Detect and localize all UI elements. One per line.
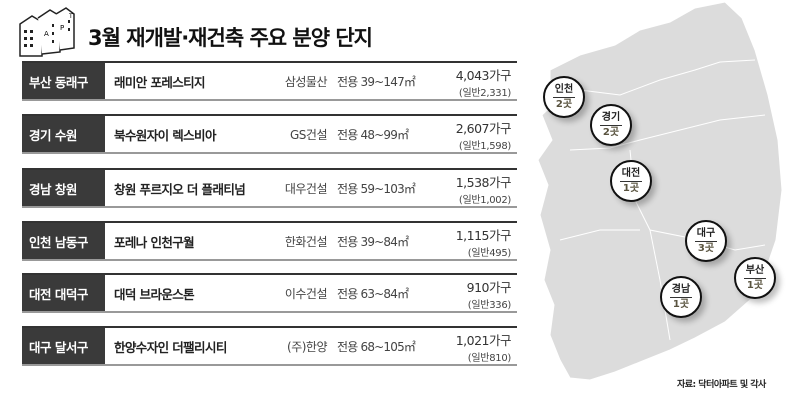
builder: 삼성물산: [284, 74, 328, 89]
table-row: 경기 수원 북수원자이 렉스비아 GS건설 전용 48~99㎡ 2,607가구 …: [22, 114, 517, 154]
area: 전용 59~103㎡: [337, 181, 416, 196]
pin-count: 2곳: [602, 127, 620, 138]
table-row: 인천 남동구 포레나 인천구월 한화건설 전용 39~84㎡ 1,115가구 (…: [22, 221, 517, 261]
pin-city: 인천: [553, 85, 575, 98]
units: 1,021가구: [455, 333, 512, 348]
builder: GS건설: [290, 127, 328, 142]
builder: 이수건설: [284, 286, 328, 301]
map-pin-daejeon: 대전 1곳: [610, 160, 652, 202]
map-pin-daegu: 대구 3곳: [685, 220, 727, 262]
pin-city: 부산: [744, 266, 766, 279]
map-pin-gyeongnam: 경남 1곳: [660, 276, 702, 318]
map-pin-busan: 부산 1곳: [734, 257, 776, 299]
pin-count: 2곳: [555, 99, 573, 110]
general-units: (일반495): [467, 248, 512, 259]
builder: 대우건설: [284, 181, 328, 196]
pin-city: 대전: [620, 169, 642, 182]
general-units: (일반810): [467, 353, 512, 364]
complex-name: 창원 푸르지오 더 플래티넘: [114, 181, 246, 197]
builder: 한화건설: [284, 234, 328, 249]
area: 전용 39~84㎡: [337, 234, 409, 249]
general-units: (일반1,002): [458, 195, 511, 206]
map-pin-incheon: 인천 2곳: [543, 76, 585, 118]
units: 1,115가구: [455, 228, 512, 243]
complex-name: 북수원자이 렉스비아: [114, 127, 216, 143]
units: 910가구: [466, 280, 512, 295]
region-label: 경남 창원: [22, 170, 105, 206]
units: 1,538가구: [455, 175, 512, 190]
general-units: (일반336): [467, 300, 512, 311]
table-row: 대전 대덕구 대덕 브라운스톤 이수건설 전용 63~84㎡ 910가구 (일반…: [22, 273, 517, 313]
pin-city: 경남: [670, 285, 692, 298]
general-units: (일반2,331): [458, 88, 511, 99]
pin-count: 3곳: [697, 243, 715, 254]
source-note: 자료: 닥터아파트 및 각사: [677, 380, 766, 390]
complex-name: 대덕 브라운스톤: [114, 286, 195, 302]
area: 전용 48~99㎡: [337, 127, 409, 142]
region-label: 부산 동래구: [22, 63, 105, 99]
general-units: (일반1,598): [458, 141, 511, 152]
pin-city: 경기: [600, 113, 622, 126]
region-label: 인천 남동구: [22, 223, 105, 259]
units: 2,607가구: [455, 121, 512, 136]
area: 전용 39~147㎡: [337, 74, 416, 89]
table-row: 경남 창원 창원 푸르지오 더 플래티넘 대우건설 전용 59~103㎡ 1,5…: [22, 168, 517, 208]
builder: (주)한양: [287, 339, 327, 354]
logo-letter: P: [60, 24, 64, 32]
table-row: 대구 달서구 한양수자인 더팰리시티 (주)한양 전용 68~105㎡ 1,02…: [22, 326, 517, 366]
region-label: 경기 수원: [22, 116, 105, 152]
pin-count: 1곳: [746, 280, 764, 291]
pin-count: 1곳: [672, 299, 690, 310]
region-label: 대구 달서구: [22, 328, 105, 364]
area: 전용 63~84㎡: [337, 286, 409, 301]
area: 전용 68~105㎡: [337, 339, 416, 354]
logo-letter: A: [44, 30, 49, 38]
pin-count: 1곳: [622, 183, 640, 194]
logo-letter: T: [68, 13, 73, 20]
map-pin-gyeonggi: 경기 2곳: [590, 104, 632, 146]
complex-name: 한양수자인 더팰리시티: [114, 339, 227, 355]
units: 4,043가구: [455, 68, 512, 83]
table-row: 부산 동래구 래미안 포레스티지 삼성물산 전용 39~147㎡ 4,043가구…: [22, 61, 517, 101]
complex-name: 포레나 인천구월: [114, 234, 195, 250]
complex-name: 래미안 포레스티지: [114, 74, 206, 90]
apartment-logo-icon: A P T: [19, 7, 75, 57]
region-label: 대전 대덕구: [22, 275, 105, 311]
korea-map: [537, 1, 783, 381]
page-title: 3월 재개발·재건축 주요 분양 단지: [88, 26, 373, 50]
pin-city: 대구: [695, 229, 717, 242]
